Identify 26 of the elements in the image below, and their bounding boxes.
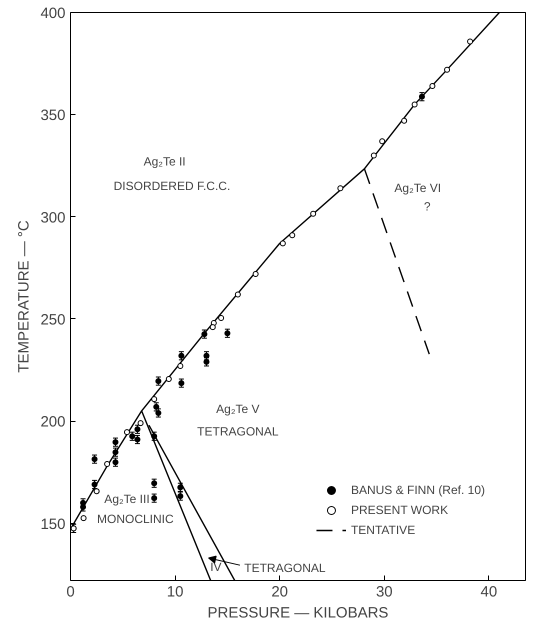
annotation: MONOCLINIC [97, 512, 174, 526]
x-tick-label: 40 [480, 584, 498, 600]
x-tick-label: 30 [376, 584, 393, 600]
y-tick-label: 400 [40, 5, 66, 22]
annotation: Ag₂Te V [216, 402, 260, 416]
y-axis-title: TEMPERATURE — °C [15, 220, 32, 373]
annotation: DISORDERED F.C.C. [114, 179, 230, 194]
y-tick-label: 350 [40, 107, 66, 124]
annotation: ? [424, 200, 431, 214]
x-tick-label: 10 [166, 584, 184, 600]
annotation: TETRAGONAL [244, 561, 326, 576]
annotation: Ag₂Te II [144, 154, 186, 169]
annotation: IV [210, 560, 222, 574]
y-tick-label: 200 [40, 414, 66, 431]
y-tick-label: 250 [40, 311, 66, 328]
annotation: Ag₂Te III [104, 492, 150, 506]
annotation: TETRAGONAL [197, 424, 279, 438]
legend-label: BANUS & FINN (Ref. 10) [350, 483, 485, 497]
x-tick-label: 20 [271, 584, 288, 600]
y-tick-label: 300 [40, 209, 66, 226]
x-tick-label: 0 [66, 584, 75, 600]
legend-label: TENTATIVE [350, 523, 416, 537]
y-tick-label: 150 [40, 516, 66, 533]
legend-label: PRESENT WORK [350, 503, 448, 517]
annotation: Ag₂Te VI [394, 181, 442, 196]
x-axis-title: PRESSURE — KILOBARS [208, 604, 388, 622]
